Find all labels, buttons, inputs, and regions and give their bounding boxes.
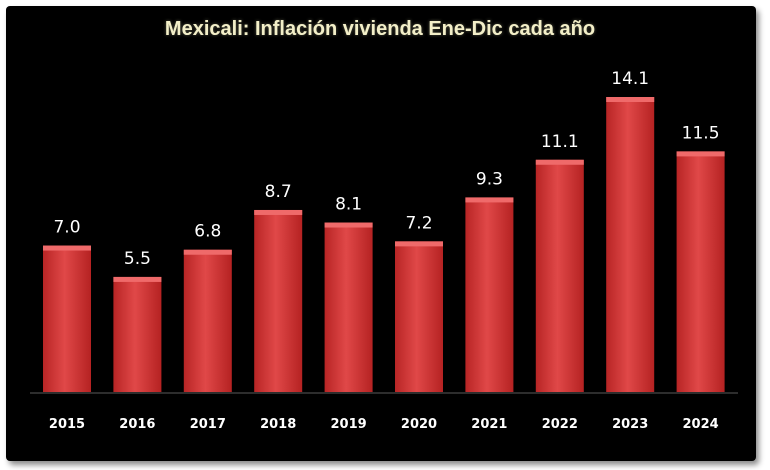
bar-top-2021 [465, 197, 514, 203]
bar-top-2017 [183, 249, 232, 255]
bar-top-2015 [43, 245, 91, 251]
value-label-2019: 8.1 [335, 195, 362, 215]
bar-top-2019 [324, 222, 373, 228]
value-label-2018: 8.7 [265, 182, 292, 202]
value-label-2024: 11.5 [682, 123, 720, 143]
x-tick-label-2024: 2024 [683, 417, 719, 432]
x-tick-label-2020: 2020 [401, 417, 437, 432]
value-label-2017: 6.8 [194, 222, 221, 242]
value-label-2016: 5.5 [124, 249, 151, 269]
bar-2020 [395, 241, 443, 392]
x-tick-label-2017: 2017 [190, 417, 226, 432]
bar-top-2022 [535, 159, 584, 165]
x-tick-label-2023: 2023 [612, 417, 648, 432]
value-label-2023: 14.1 [611, 69, 649, 89]
value-label-2022: 11.1 [541, 132, 579, 152]
bar-2015 [43, 245, 91, 392]
bar-top-2023 [606, 97, 655, 102]
value-label-2020: 7.2 [405, 213, 432, 233]
x-tick-label-2015: 2015 [49, 417, 85, 432]
bar-2021 [465, 197, 514, 392]
x-tick-label-2021: 2021 [471, 417, 507, 432]
value-label-2021: 9.3 [476, 169, 503, 189]
x-tick-label-2018: 2018 [260, 417, 296, 432]
x-tick-label-2022: 2022 [542, 417, 578, 432]
bar-top-2020 [395, 241, 443, 247]
bar-top-2024 [676, 151, 725, 157]
value-label-2015: 7.0 [53, 218, 80, 238]
bar-2023 [606, 97, 655, 392]
bar-2019 [324, 222, 373, 392]
bar-2022 [535, 159, 584, 392]
x-tick-label-2016: 2016 [119, 417, 155, 432]
bar-2017 [183, 249, 232, 392]
bar-top-2018 [254, 209, 303, 215]
bar-2024 [676, 151, 725, 392]
bar-2016 [113, 276, 162, 392]
chart-title: Mexicali: Inflación vivienda Ene-Dic cad… [164, 18, 596, 40]
bar-top-2016 [113, 276, 162, 282]
x-tick-label-2019: 2019 [331, 417, 367, 432]
bar-2018 [254, 209, 303, 392]
